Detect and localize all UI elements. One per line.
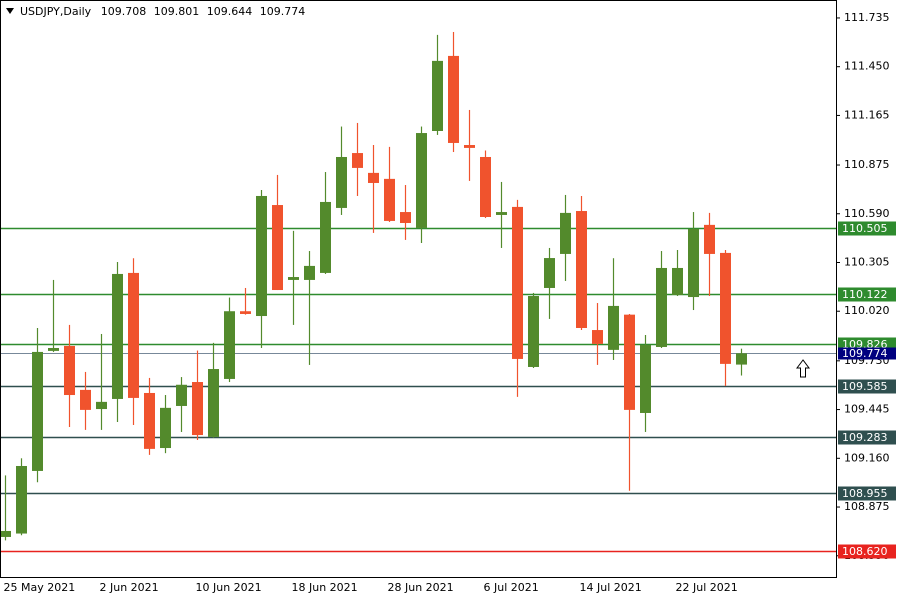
close-value: 109.774 (260, 5, 306, 18)
y-tick-label: 110.305 (844, 255, 890, 268)
candle-body (144, 392, 155, 449)
candle-body (704, 224, 715, 254)
x-tick-label: 25 May 2021 (4, 581, 76, 594)
candle-body (128, 272, 139, 398)
candle-body (608, 305, 619, 350)
y-tick-label: 110.590 (844, 207, 890, 220)
y-tick-label: 110.020 (844, 304, 890, 317)
level-label-box (838, 379, 896, 394)
level-label-box (838, 430, 896, 445)
high-value: 109.801 (154, 5, 200, 18)
x-tick-label: 6 Jul 2021 (484, 581, 539, 594)
candle-body (672, 267, 683, 295)
candle-body (208, 369, 219, 437)
candle-body (656, 267, 667, 347)
y-tick-label: 111.450 (844, 60, 890, 73)
arrow-icon (796, 359, 810, 378)
candle-body (400, 212, 411, 223)
level-label: 109.283 (842, 431, 888, 444)
candle-body (544, 258, 555, 288)
candle-body (16, 465, 27, 534)
candle-body (192, 382, 203, 436)
level-label: 110.505 (842, 222, 888, 235)
candle-body (416, 133, 427, 228)
plot-frame (0, 0, 837, 578)
candle-body (224, 311, 235, 379)
candle-body (528, 296, 539, 367)
candle-body (592, 330, 603, 344)
candle-body (240, 311, 251, 314)
level-label: 108.620 (842, 545, 888, 558)
x-tick-label: 28 Jun 2021 (388, 581, 454, 594)
candle-body (48, 347, 59, 351)
x-tick-label: 2 Jun 2021 (100, 581, 159, 594)
candle-body (112, 273, 123, 399)
candle-body (576, 211, 587, 328)
candle-body (288, 277, 299, 280)
candle-body (624, 314, 635, 410)
symbol: USDJPY,Daily (20, 5, 92, 18)
candle-body (512, 206, 523, 359)
level-label: 108.955 (842, 487, 888, 500)
candle-body (432, 60, 443, 131)
candle-body (720, 252, 731, 364)
candle-body (464, 145, 475, 148)
candle-body (176, 384, 187, 406)
open-value: 109.708 (101, 5, 147, 18)
candle-body (160, 407, 171, 449)
candle-body (736, 353, 747, 365)
candle-body (480, 156, 491, 218)
candle-body (0, 530, 11, 537)
level-label-box (838, 221, 896, 236)
candle-body (368, 172, 379, 183)
y-tick-label: 110.875 (844, 158, 890, 171)
x-tick-label: 10 Jun 2021 (196, 581, 262, 594)
candle-body (640, 344, 651, 413)
candle-body (688, 228, 699, 298)
x-tick-label: 18 Jun 2021 (292, 581, 358, 594)
candle-body (272, 205, 283, 291)
menu-triangle[interactable] (6, 8, 14, 14)
candle-body (384, 178, 395, 221)
level-label-box (838, 544, 896, 559)
price-label-box (838, 347, 896, 360)
x-tick-label: 14 Jul 2021 (580, 581, 642, 594)
y-tick-label: 108.875 (844, 500, 890, 513)
y-tick-label: 109.160 (844, 451, 890, 464)
level-label-box (838, 287, 896, 302)
y-tick-label: 111.165 (844, 108, 890, 121)
candle-body (496, 212, 507, 215)
y-tick-label: 111.735 (844, 11, 890, 24)
candle-body (560, 212, 571, 254)
plot-area (0, 31, 836, 553)
level-label: 109.585 (842, 380, 888, 393)
candle-body (352, 153, 363, 168)
candle-body (448, 55, 459, 143)
candle-body (336, 156, 347, 208)
candle-body (64, 345, 75, 396)
candle-body (32, 351, 43, 471)
candle-body (96, 401, 107, 410)
candle-body (304, 265, 315, 280)
x-tick-label: 22 Jul 2021 (676, 581, 738, 594)
price-label: 109.774 (842, 347, 888, 360)
header: USDJPY,Daily 109.708 109.801 109.644 109… (20, 5, 305, 18)
candle-body (80, 389, 91, 410)
low-value: 109.644 (207, 5, 253, 18)
candle-body (256, 195, 267, 317)
level-label: 110.122 (842, 288, 888, 301)
y-tick-label: 109.445 (844, 403, 890, 416)
level-label-box (838, 486, 896, 501)
candle-body (320, 201, 331, 273)
